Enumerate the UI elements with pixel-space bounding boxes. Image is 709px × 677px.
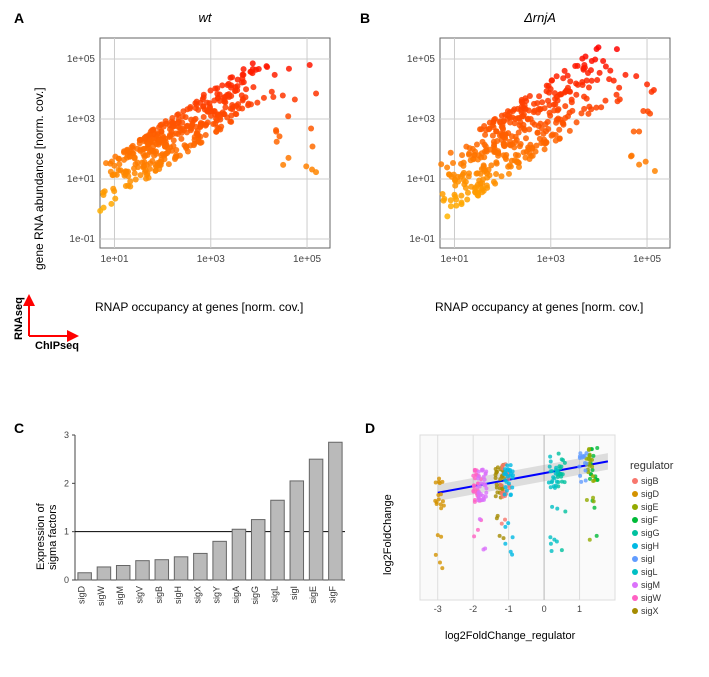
legend-item-sigD: sigD xyxy=(632,489,659,499)
svg-text:sigL: sigL xyxy=(270,586,280,603)
svg-text:sigE: sigE xyxy=(308,586,318,604)
panel-a-title: wt xyxy=(175,10,235,25)
svg-text:1e+05: 1e+05 xyxy=(407,54,436,65)
svg-text:sigX: sigX xyxy=(192,586,202,604)
svg-text:1e-01: 1e-01 xyxy=(409,234,435,245)
bar-chart-c: 0 1 2 3 sigD sigW sigM sigV sigB sigH sigX sigY sigA… xyxy=(40,425,350,650)
svg-text:-1: -1 xyxy=(505,604,513,614)
svg-text:-3: -3 xyxy=(434,604,442,614)
svg-text:1e+01: 1e+01 xyxy=(100,254,129,265)
svg-text:sigI: sigI xyxy=(289,586,299,600)
svg-text:1e+01: 1e+01 xyxy=(67,174,96,185)
panel-label-b: B xyxy=(360,10,370,26)
panel-d-xlabel: log2FoldChange_regulator xyxy=(445,630,575,642)
panel-b-title: ΔrnjA xyxy=(510,10,570,25)
svg-text:2: 2 xyxy=(64,478,69,488)
svg-text:1: 1 xyxy=(64,527,69,537)
svg-text:1: 1 xyxy=(577,604,582,614)
legend-item-sigI: sigI xyxy=(632,554,655,564)
arrow-y-label: RNAseq xyxy=(13,297,25,340)
svg-text:1e+03: 1e+03 xyxy=(67,114,96,125)
legend-item-sigX: sigX xyxy=(632,606,659,616)
svg-text:1e+01: 1e+01 xyxy=(407,174,436,185)
svg-text:0: 0 xyxy=(64,575,69,585)
svg-text:1e+05: 1e+05 xyxy=(293,254,322,265)
panel-label-a: A xyxy=(14,10,24,26)
svg-text:sigG: sigG xyxy=(250,586,260,605)
svg-text:3: 3 xyxy=(64,430,69,440)
svg-text:1e+03: 1e+03 xyxy=(537,254,566,265)
panel-c-ylabel: Expression ofsigma factors xyxy=(35,503,59,570)
legend-item-sigG: sigG xyxy=(632,528,660,538)
legend-item-sigW: sigW xyxy=(632,593,661,603)
svg-text:1e+03: 1e+03 xyxy=(407,114,436,125)
svg-text:sigM: sigM xyxy=(115,586,125,605)
panel-label-d: D xyxy=(365,420,375,436)
svg-text:0: 0 xyxy=(542,604,547,614)
svg-text:-2: -2 xyxy=(469,604,477,614)
svg-text:sigH: sigH xyxy=(173,586,183,604)
svg-text:sigD: sigD xyxy=(77,586,87,605)
svg-text:sigW: sigW xyxy=(96,585,106,606)
panel-label-c: C xyxy=(14,420,24,436)
panel-a-ylabel: gene RNA abundance [norm. cov.] xyxy=(32,87,46,270)
scatter-plot-a: 1e+01 1e+03 1e+05 1e-01 1e+01 1e+03 1e+05 xyxy=(60,28,340,278)
panel-a-xlabel: RNAP occupancy at genes [norm. cov.] xyxy=(95,300,303,314)
legend-item-sigE: sigE xyxy=(632,502,659,512)
svg-text:sigV: sigV xyxy=(135,586,145,604)
svg-text:1e-01: 1e-01 xyxy=(69,234,95,245)
svg-text:sigF: sigF xyxy=(327,586,337,604)
scatter-plot-b: 1e+01 1e+03 1e+05 1e-01 1e+01 1e+03 1e+05 xyxy=(400,28,680,278)
scatter-plot-d: -3 -2 -1 0 1 xyxy=(390,430,620,625)
svg-text:1e+03: 1e+03 xyxy=(197,254,226,265)
arrow-x-label: ChIPseq xyxy=(35,340,79,352)
svg-text:sigB: sigB xyxy=(154,586,164,604)
panel-d-legend-title: regulator xyxy=(630,460,673,472)
legend-item-sigB: sigB xyxy=(632,476,659,486)
legend-item-sigH: sigH xyxy=(632,541,659,551)
panel-d-ylabel: log2FoldChange xyxy=(382,494,394,575)
legend-item-sigM: sigM xyxy=(632,580,660,590)
svg-text:sigA: sigA xyxy=(231,586,241,604)
svg-text:1e+05: 1e+05 xyxy=(67,54,96,65)
legend-item-sigF: sigF xyxy=(632,515,658,525)
svg-text:1e+01: 1e+01 xyxy=(440,254,469,265)
legend-item-sigL: sigL xyxy=(632,567,658,577)
panel-b-xlabel: RNAP occupancy at genes [norm. cov.] xyxy=(435,300,643,314)
svg-text:sigY: sigY xyxy=(212,586,222,604)
svg-text:1e+05: 1e+05 xyxy=(633,254,662,265)
